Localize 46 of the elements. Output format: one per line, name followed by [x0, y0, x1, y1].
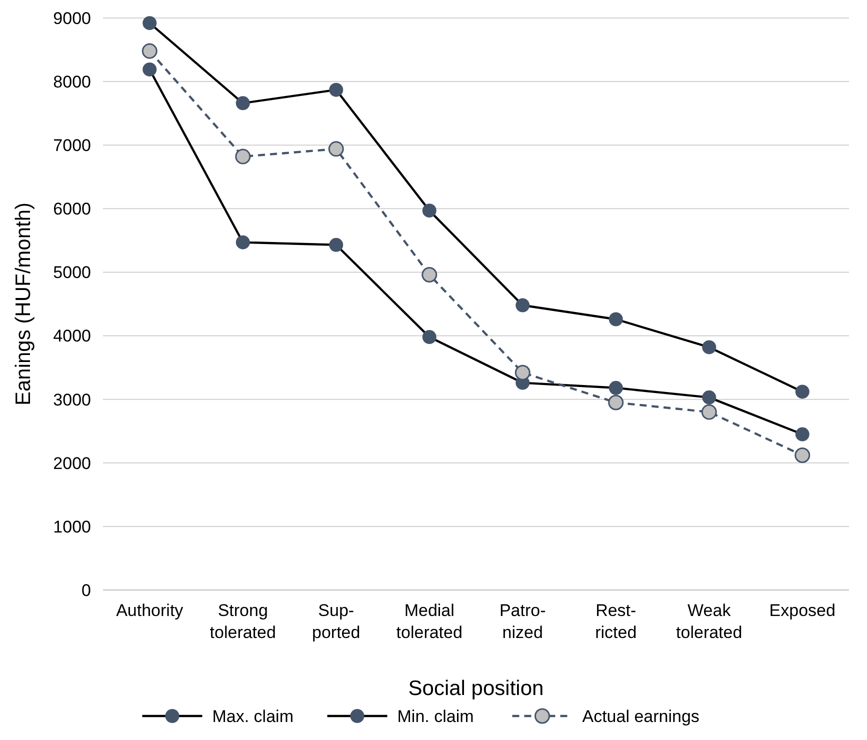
- point: [236, 235, 250, 250]
- point: [794, 448, 810, 464]
- legend-label: Actual earnings: [582, 706, 700, 726]
- point: [422, 330, 436, 344]
- point: [608, 312, 623, 326]
- point: [795, 384, 810, 399]
- legend-label: Max. claim: [212, 706, 294, 726]
- point: [235, 148, 251, 164]
- point: [329, 82, 344, 97]
- point: [142, 62, 157, 76]
- point: [142, 43, 158, 59]
- point: [701, 404, 717, 420]
- y-tick-label: 7000: [53, 136, 91, 156]
- point: [329, 238, 344, 252]
- point: [795, 427, 810, 442]
- x-tick-label: Authority: [116, 601, 184, 620]
- y-axis-title: Eanings (HUF/month): [12, 202, 35, 406]
- point: [702, 390, 716, 404]
- point: [422, 204, 436, 218]
- point: [422, 267, 438, 283]
- point: [608, 380, 623, 395]
- x-tick-label: Sup- ported: [312, 601, 360, 642]
- legend-label: Min. claim: [397, 706, 474, 726]
- point: [142, 16, 157, 30]
- point: [328, 141, 344, 157]
- x-tick-label: Exposed: [769, 601, 836, 620]
- point: [702, 340, 716, 354]
- y-tick-label: 2000: [53, 454, 91, 473]
- y-tick-label: 3000: [53, 390, 91, 410]
- x-axis-title: Social position: [408, 677, 544, 700]
- x-tick-label: Strong tolerated: [210, 601, 276, 642]
- x-tick-label: Medial tolerated: [396, 601, 462, 642]
- point: [514, 364, 530, 380]
- y-tick-label: 4000: [53, 326, 91, 346]
- y-tick-label: 5000: [53, 263, 91, 282]
- y-tick-label: 0: [82, 580, 91, 600]
- y-tick-label: 1000: [53, 517, 91, 536]
- y-tick-label: 8000: [53, 72, 91, 92]
- y-tick-label: 6000: [53, 200, 91, 219]
- x-tick-label: Weak tolerated: [676, 601, 742, 642]
- point: [516, 298, 530, 312]
- x-tick-label: Patro- nized: [499, 601, 546, 642]
- x-tick-label: Rest- ricted: [595, 601, 637, 642]
- point: [608, 394, 624, 410]
- y-tick-label: 9000: [53, 8, 91, 28]
- point: [236, 96, 250, 110]
